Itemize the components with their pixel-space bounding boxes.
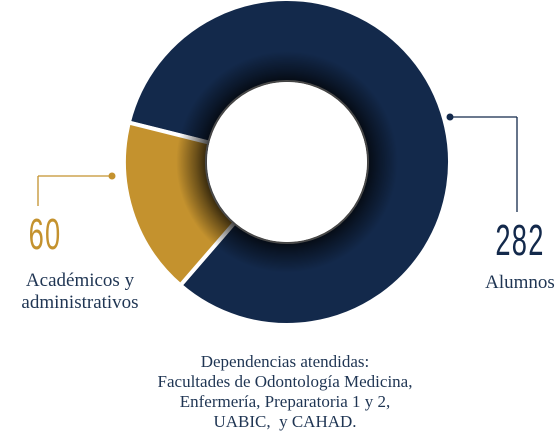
leader-dot xyxy=(446,113,454,121)
leader-dot xyxy=(108,172,116,180)
caption-line: UABIC, y CAHAD. xyxy=(213,412,357,431)
caption: Dependencias atendidas: Facultades de Odo… xyxy=(100,352,470,432)
caption-line: Dependencias atendidas: xyxy=(200,352,370,371)
category-label: Académicos y administrativos xyxy=(21,270,139,313)
value-label: 282 xyxy=(495,216,545,265)
donut-hole xyxy=(207,82,367,242)
category-label: Alumnos xyxy=(485,272,555,293)
caption-line: Enfermería, Preparatoria 1 y 2, xyxy=(179,392,391,411)
inner-shadow xyxy=(123,0,451,326)
caption-line: Facultades de Odontología Medicina, xyxy=(157,372,413,391)
value-label: 60 xyxy=(28,210,62,259)
